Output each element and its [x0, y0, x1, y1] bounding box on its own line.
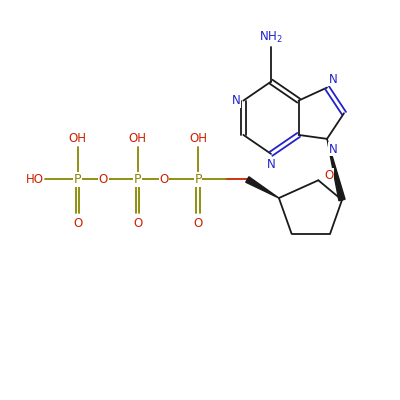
Text: N: N	[232, 94, 240, 107]
Polygon shape	[246, 177, 279, 198]
Text: O: O	[73, 217, 82, 230]
Text: N: N	[329, 143, 338, 156]
Text: N: N	[267, 158, 275, 171]
Text: P: P	[74, 173, 82, 186]
Text: P: P	[194, 173, 202, 186]
Text: O: O	[324, 169, 334, 182]
Text: OH: OH	[129, 132, 147, 145]
Text: OH: OH	[69, 132, 87, 145]
Text: O: O	[99, 173, 108, 186]
Text: O: O	[159, 173, 168, 186]
Text: NH$_2$: NH$_2$	[259, 30, 283, 45]
Text: HO: HO	[26, 173, 44, 186]
Text: O: O	[194, 217, 203, 230]
Text: O: O	[133, 217, 142, 230]
Polygon shape	[327, 139, 345, 201]
Text: P: P	[134, 173, 142, 186]
Text: N: N	[329, 73, 338, 86]
Text: OH: OH	[189, 132, 207, 145]
